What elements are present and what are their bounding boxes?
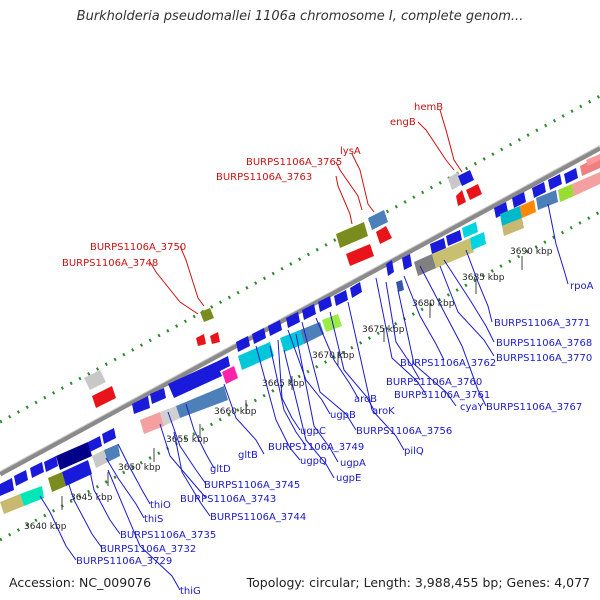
label-burps-3735: BURPS1106A_3735 xyxy=(120,530,216,541)
label-rpoA: rpoA xyxy=(570,281,594,292)
label-burps-3756: BURPS1106A_3756 xyxy=(356,426,452,437)
label-burps-3743: BURPS1106A_3743 xyxy=(180,494,276,505)
tick-label-3675: 3675 kbp xyxy=(362,325,405,335)
label-thiO: thiO xyxy=(150,500,171,511)
tick-marks xyxy=(61,256,523,510)
label-burps-3763: BURPS1106A_3763 xyxy=(216,172,312,183)
label-cyaY: cyaY xyxy=(460,402,485,413)
tick-label-3670: 3670 kbp xyxy=(312,351,355,361)
feature-gray-3740[interactable] xyxy=(84,370,106,390)
label-thiG: thiG xyxy=(180,586,201,597)
label-ugpA: ugpA xyxy=(340,458,366,469)
tick-label-3665: 3665 kbp xyxy=(262,379,305,389)
feature-red-3740[interactable] xyxy=(92,386,116,408)
reverse-features-outer[interactable] xyxy=(84,170,482,408)
label-burps-3745: BURPS1106A_3745 xyxy=(204,480,300,491)
label-ugpE: ugpE xyxy=(336,473,361,484)
tick-labels: 3640 kbp 3645 kbp 3650 kbp 3655 kbp 3660… xyxy=(24,247,553,532)
label-pilQ: pilQ xyxy=(404,446,424,457)
feature-rpoA-cluster[interactable] xyxy=(494,154,600,218)
label-burps-3748: BURPS1106A_3748 xyxy=(62,258,158,269)
label-burps-3771: BURPS1106A_3771 xyxy=(494,318,590,329)
feature-3745-cluster[interactable] xyxy=(132,356,238,434)
map-title: Burkholderia pseudomallei 1106a chromoso… xyxy=(76,9,524,24)
red-leader-lines xyxy=(149,109,463,315)
tick-label-3640: 3640 kbp xyxy=(24,522,67,532)
feature-engB[interactable] xyxy=(456,190,466,206)
tick-label-3645: 3645 kbp xyxy=(70,493,113,503)
label-burps-3761: BURPS1106A_3761 xyxy=(394,390,490,401)
feature-3762-cluster[interactable] xyxy=(386,222,486,292)
label-lysA: lysA xyxy=(340,146,361,157)
outer-dotted-ring xyxy=(0,94,600,424)
label-aroK: aroK xyxy=(372,406,395,417)
feature-3735-cluster[interactable] xyxy=(0,428,120,514)
feature-red-3774[interactable] xyxy=(466,184,482,200)
inner-dotted-ring xyxy=(0,210,600,542)
feature-hemB[interactable] xyxy=(458,170,474,186)
feature-3748[interactable] xyxy=(196,334,206,346)
backbone xyxy=(0,145,600,477)
label-burps-3762: BURPS1106A_3762 xyxy=(400,358,496,369)
tick-label-3680: 3680 kbp xyxy=(412,299,455,309)
topology-summary: Topology: circular; Length: 3,988,455 bp… xyxy=(246,575,590,590)
label-burps-3770: BURPS1106A_3770 xyxy=(496,353,592,364)
feature-red-3748b[interactable] xyxy=(210,332,220,344)
feature-3765[interactable] xyxy=(336,222,368,248)
label-burps-3732: BURPS1106A_3732 xyxy=(100,544,196,555)
label-burps-3749: BURPS1106A_3749 xyxy=(268,442,364,453)
tick-label-3650: 3650 kbp xyxy=(118,463,161,473)
red-labels: hemB engB lysA BURPS1106A_3765 BURPS1106… xyxy=(62,102,443,269)
label-hemB: hemB xyxy=(414,102,443,113)
label-gltB: gltB xyxy=(238,450,258,461)
label-ugpQ: ugpQ xyxy=(300,456,327,467)
blue-leader-lines xyxy=(39,203,569,591)
label-burps-3729: BURPS1106A_3729 xyxy=(76,556,172,567)
label-burps-3767: BURPS1106A_3767 xyxy=(486,402,582,413)
label-burps-3760: BURPS1106A_3760 xyxy=(386,377,482,388)
feature-3750[interactable] xyxy=(200,308,214,322)
forward-features[interactable] xyxy=(0,154,600,514)
accession-text: Accession: NC_009076 xyxy=(9,575,152,590)
tick-label-3690: 3690 kbp xyxy=(510,247,553,257)
label-engB: engB xyxy=(390,117,416,128)
feature-3763[interactable] xyxy=(346,244,374,266)
label-thiS: thiS xyxy=(144,514,163,525)
label-ugpC: ugpC xyxy=(300,426,326,437)
tick-label-3660: 3660 kbp xyxy=(214,407,257,417)
feature-3771-cluster[interactable] xyxy=(500,172,600,236)
label-burps-3768: BURPS1106A_3768 xyxy=(496,338,592,349)
tick-label-3655: 3655 kbp xyxy=(166,435,209,445)
feature-red-lysA[interactable] xyxy=(376,226,392,244)
label-ugpB: ugpB xyxy=(330,410,356,421)
blue-labels: rpoA BURPS1106A_3771 BURPS1106A_3768 BUR… xyxy=(76,281,594,597)
tick-label-3685: 3685 kbp xyxy=(462,273,505,283)
label-burps-3744: BURPS1106A_3744 xyxy=(210,512,306,523)
label-gltD: gltD xyxy=(210,464,231,475)
feature-lysA[interactable] xyxy=(368,210,388,230)
label-burps-3750: BURPS1106A_3750 xyxy=(90,242,186,253)
label-aroB: aroB xyxy=(354,394,377,405)
label-burps-3765: BURPS1106A_3765 xyxy=(246,157,342,168)
feature-gray-3775[interactable] xyxy=(448,172,462,190)
